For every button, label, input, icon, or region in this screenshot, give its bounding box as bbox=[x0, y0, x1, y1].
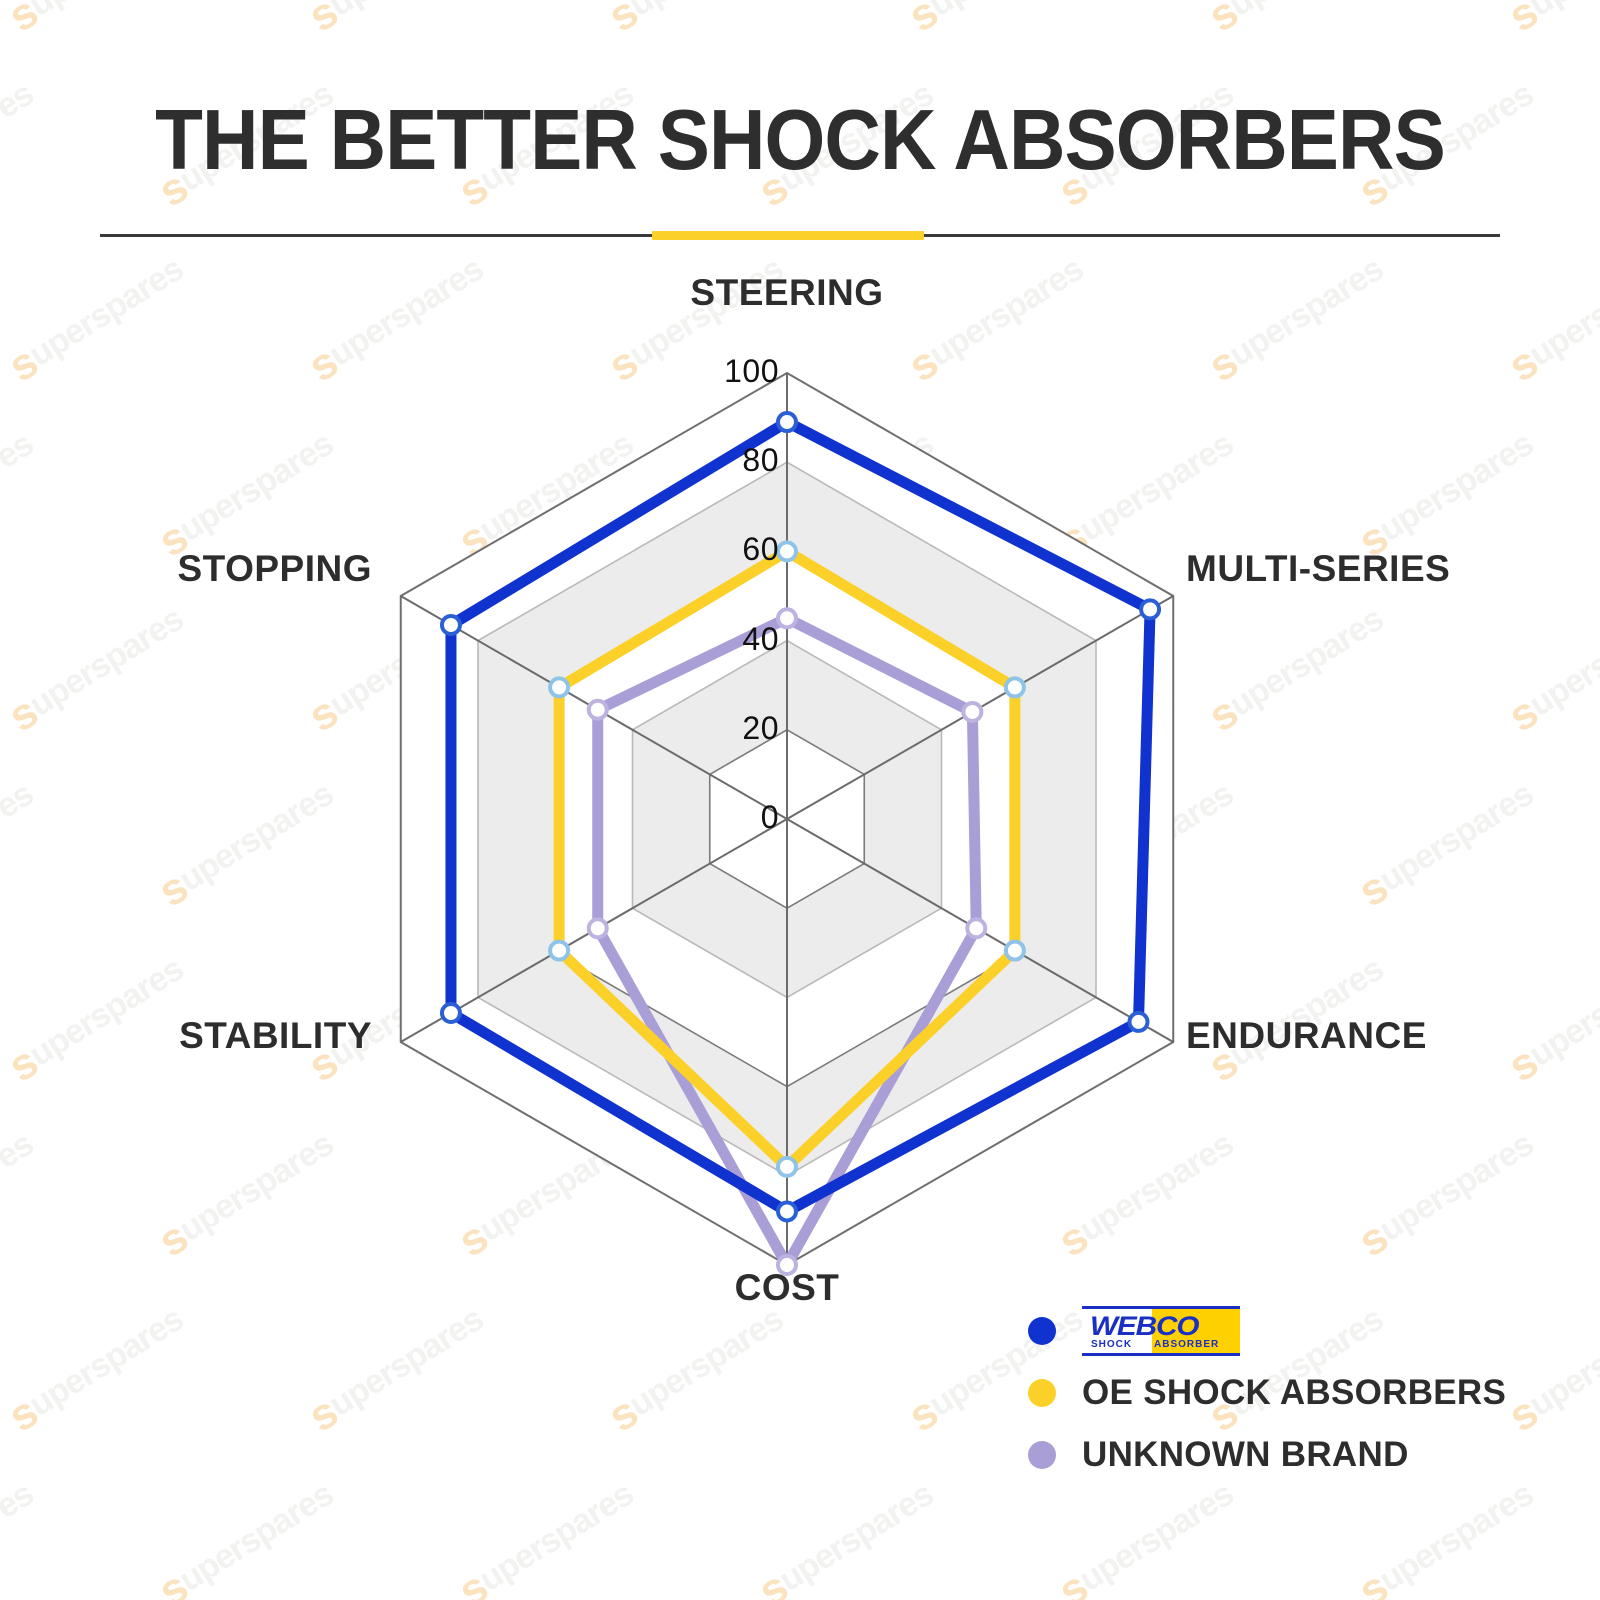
axis-label-steering: STEERING bbox=[690, 272, 884, 313]
legend-label: UNKNOWN BRAND bbox=[1082, 1435, 1409, 1474]
radar-point-webco-steering bbox=[776, 411, 798, 434]
radar-point-webco-cost bbox=[776, 1200, 798, 1223]
radar-band-40-20 bbox=[632, 640, 942, 998]
radar-point-webco-endurance bbox=[1127, 1010, 1150, 1033]
legend-swatch-icon bbox=[1028, 1317, 1056, 1345]
page-title: THE BETTER SHOCK ABSORBERS bbox=[155, 93, 1446, 188]
webco-logo: WEBCO SHOCK ABSORBER bbox=[1082, 1306, 1240, 1356]
radar-band-60-40 bbox=[555, 551, 1019, 1087]
axis-label-cost: COST bbox=[734, 1267, 840, 1308]
chart-legend: WEBCO SHOCK ABSORBER OE SHOCK ABSORBERS UNKN… bbox=[1028, 1300, 1506, 1486]
axis-label-multi-series: MULTI-SERIES bbox=[1186, 548, 1451, 589]
radar-point-oe-shock-absorbers-endurance bbox=[1003, 939, 1026, 962]
title-divider-accent bbox=[652, 231, 924, 240]
radar-point-oe-shock-absorbers-stability bbox=[548, 939, 571, 962]
radar-point-unknown-brand-endurance bbox=[965, 917, 988, 940]
webco-logo-subtext-shock: SHOCK bbox=[1091, 1339, 1133, 1350]
radar-point-unknown-brand-multi-series bbox=[961, 700, 984, 723]
title-divider bbox=[100, 228, 1500, 242]
radar-point-webco-multi-series bbox=[1139, 598, 1162, 621]
webco-logo-subtext-absorber: ABSORBER bbox=[1154, 1339, 1220, 1350]
radar-point-oe-shock-absorbers-steering bbox=[776, 540, 798, 563]
webco-logo-wordmark: WEBCO bbox=[1090, 1311, 1199, 1341]
title-block: THE BETTER SHOCK ABSORBERS bbox=[0, 93, 1600, 240]
legend-swatch-icon bbox=[1028, 1379, 1056, 1407]
radar-point-oe-shock-absorbers-stopping bbox=[548, 676, 571, 699]
legend-swatch-icon bbox=[1028, 1441, 1056, 1469]
radar-point-unknown-brand-cost bbox=[776, 1254, 798, 1276]
legend-item-oe-shock-absorbers[interactable]: OE SHOCK ABSORBERS bbox=[1028, 1362, 1506, 1424]
legend-item-webco[interactable]: WEBCO SHOCK ABSORBER bbox=[1028, 1300, 1506, 1362]
radial-tick-100: 100 bbox=[724, 353, 779, 389]
radar-point-webco-stability bbox=[439, 1002, 462, 1025]
radial-tick-20: 20 bbox=[742, 709, 779, 746]
radial-tick-60: 60 bbox=[742, 531, 779, 568]
axis-label-stopping: STOPPING bbox=[177, 548, 372, 589]
radar-point-oe-shock-absorbers-multi-series bbox=[1003, 676, 1026, 699]
webco-logo-yellow-block bbox=[1152, 1309, 1240, 1353]
radar-point-webco-stopping bbox=[439, 613, 462, 636]
legend-label: OE SHOCK ABSORBERS bbox=[1082, 1373, 1507, 1412]
axis-label-endurance: ENDURANCE bbox=[1186, 1015, 1427, 1056]
radar-point-unknown-brand-stopping bbox=[586, 698, 609, 721]
radar-point-unknown-brand-stability bbox=[586, 917, 609, 940]
radial-tick-40: 40 bbox=[742, 620, 779, 657]
radial-tick-80: 80 bbox=[742, 442, 779, 479]
legend-item-unknown-brand[interactable]: UNKNOWN BRAND bbox=[1028, 1424, 1506, 1486]
radar-point-oe-shock-absorbers-cost bbox=[776, 1155, 798, 1178]
radar-point-unknown-brand-steering bbox=[776, 607, 798, 630]
axis-label-stability: STABILITY bbox=[179, 1015, 372, 1056]
radial-tick-0: 0 bbox=[760, 799, 779, 835]
